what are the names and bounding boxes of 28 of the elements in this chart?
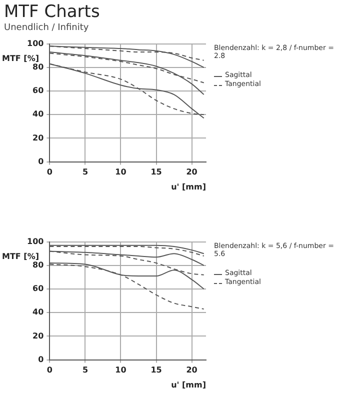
y-tick-label: 100: [26, 236, 44, 246]
y-tick-label: 20: [32, 133, 44, 142]
y-tick-label: 0: [38, 156, 44, 166]
x-tick-label: 15: [150, 366, 162, 375]
y-tick-label: 0: [38, 354, 44, 364]
y-tick-label: 100: [26, 38, 44, 48]
x-tick-label: 5: [82, 366, 88, 375]
x-tick-label: 10: [115, 366, 127, 375]
y-tick-label: 80: [32, 260, 44, 270]
chart-title: MTF Charts: [4, 2, 100, 22]
y-tick-label: 20: [32, 331, 44, 340]
x-axis-title: u' [mm]: [171, 380, 206, 390]
x-tick-label: 15: [150, 168, 162, 177]
x-tick-label: 20: [186, 366, 198, 375]
x-tick-label: 0: [46, 168, 53, 177]
y-axis-title: MTF [%]: [2, 54, 39, 63]
x-tick-label: 5: [82, 168, 88, 177]
x-tick-label: 10: [115, 168, 127, 177]
x-tick-label: 20: [186, 168, 198, 177]
y-tick-label: 60: [32, 284, 44, 294]
y-tick-label: 80: [32, 62, 44, 72]
y-tick-label: 40: [32, 110, 44, 119]
chart-subtitle: Unendlich / Infinity: [4, 23, 90, 33]
y-axis-title: MTF [%]: [2, 252, 39, 261]
y-tick-label: 40: [32, 308, 44, 317]
y-tick-label: 60: [32, 86, 44, 96]
x-axis-title: u' [mm]: [171, 182, 206, 192]
x-tick-label: 0: [46, 366, 53, 375]
